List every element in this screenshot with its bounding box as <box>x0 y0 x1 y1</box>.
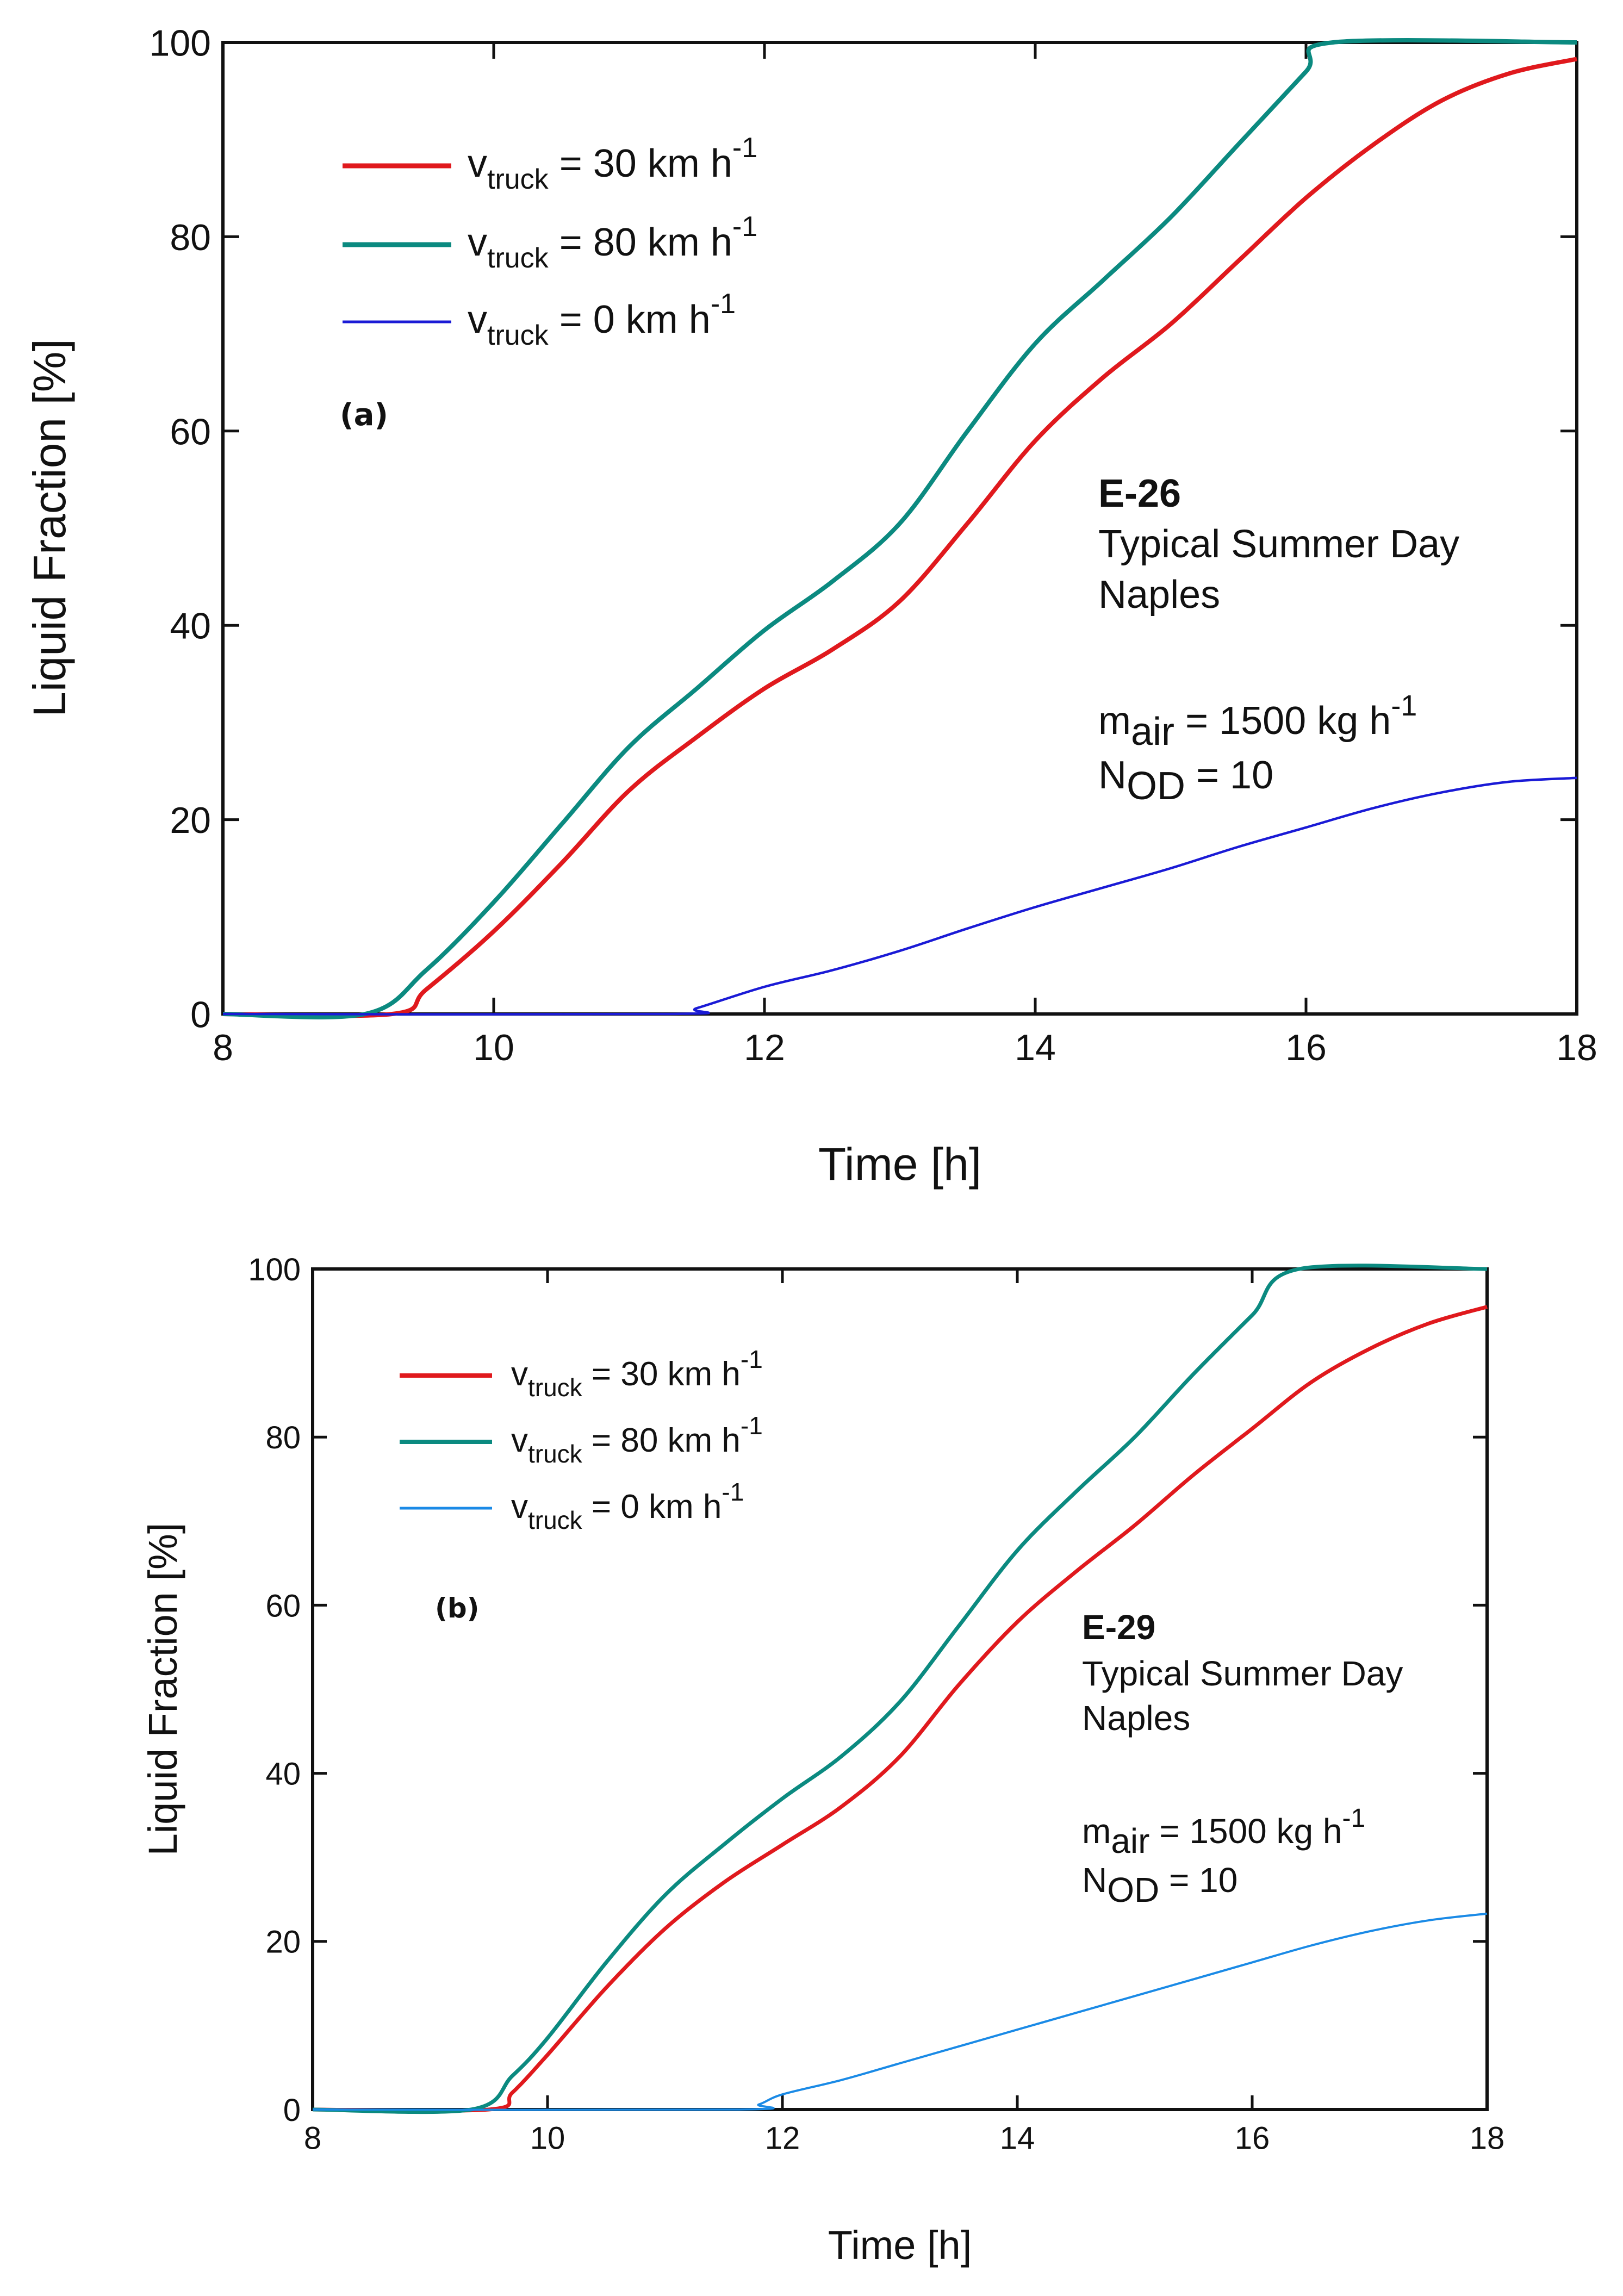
annotation-model: E-26 <box>1098 472 1181 515</box>
legend-entry-series-3: vtruck = 0 km h-1 <box>511 1478 744 1534</box>
x-tick-label: 14 <box>1000 2121 1035 2156</box>
annotation-nod: NOD = 10 <box>1098 754 1273 808</box>
x-tick-label: 8 <box>213 1027 233 1068</box>
legend: vtruck = 30 km h-1 vtruck = 80 km h-1 vt… <box>400 1345 763 1534</box>
plot-frame <box>221 41 1578 1016</box>
legend: vtruck = 30 km h-1 vtruck = 80 km h-1 vt… <box>343 132 757 351</box>
x-tick-label: 12 <box>744 1027 785 1068</box>
y-tick-label: 60 <box>265 1588 301 1623</box>
annotation-nod: NOD = 10 <box>1082 1861 1238 1909</box>
y-tick-label: 20 <box>170 800 211 841</box>
x-tick-label: 18 <box>1556 1027 1597 1068</box>
y-tick-label: 80 <box>265 1420 301 1455</box>
series-line-1 <box>312 1305 1488 2113</box>
y-tick-label: 60 <box>170 411 211 452</box>
annotation-location: Naples <box>1082 1698 1190 1738</box>
y-tick-label: 0 <box>283 2093 301 2128</box>
annotation-condition: Typical Summer Day <box>1098 522 1459 566</box>
x-axis-label: Time [h] <box>828 2223 972 2268</box>
annotation-mass-flow: mair = 1500 kg h-1 <box>1082 1804 1365 1861</box>
annotation-block: E-26 Typical Summer Day Naples mair = 15… <box>1098 472 1459 808</box>
series-line-2 <box>312 1264 1488 2114</box>
y-tick-label: 0 <box>190 994 211 1035</box>
annotation-mass-flow: mair = 1500 kg h-1 <box>1098 689 1417 754</box>
annotation-model: E-29 <box>1082 1608 1155 1647</box>
x-tick-label: 14 <box>1015 1027 1056 1068</box>
x-axis-label: Time [h] <box>818 1138 981 1190</box>
series-lines <box>312 1264 1488 2114</box>
y-axis-ticks: 0 20 40 60 80 100 <box>248 1252 1487 2128</box>
x-axis-ticks: 8 10 12 14 16 18 <box>213 42 1597 1068</box>
legend-entry-series-3: vtruck = 0 km h-1 <box>468 288 736 351</box>
y-axis-label: Liquid Fraction [%] <box>24 339 75 717</box>
chart-panel-a: 8 10 12 14 16 18 0 20 40 60 80 100 Time [h] Liquid… <box>24 22 1597 1190</box>
y-tick-label: 20 <box>265 1925 301 1960</box>
series-lines <box>222 38 1577 1019</box>
x-tick-label: 10 <box>473 1027 514 1068</box>
x-tick-label: 16 <box>1235 2121 1270 2156</box>
series-line-3 <box>312 1912 1488 2111</box>
x-tick-label: 10 <box>530 2121 565 2156</box>
series-line-1 <box>222 57 1577 1018</box>
series-line-2 <box>222 38 1577 1019</box>
x-tick-label: 12 <box>765 2121 800 2156</box>
legend-entry-series-2: vtruck = 80 km h-1 <box>468 211 757 274</box>
x-tick-label: 18 <box>1470 2121 1505 2156</box>
annotation-block: E-29 Typical Summer Day Naples mair = 15… <box>1082 1608 1403 1909</box>
legend-entry-series-1: vtruck = 30 km h-1 <box>468 132 757 195</box>
panel-label: (a) <box>340 397 388 433</box>
y-tick-label: 100 <box>248 1252 301 1287</box>
legend-entry-series-1: vtruck = 30 km h-1 <box>511 1345 763 1402</box>
x-tick-label: 16 <box>1285 1027 1327 1068</box>
panel-label: (b) <box>435 1592 480 1624</box>
y-axis-ticks: 0 20 40 60 80 100 <box>150 22 1577 1035</box>
annotation-location: Naples <box>1098 573 1220 617</box>
chart-panel-b: 8 10 12 14 16 18 0 20 40 60 80 100 Time [h] Liquid… <box>140 1252 1504 2268</box>
x-axis-ticks: 8 10 12 14 16 18 <box>304 1269 1504 2156</box>
annotation-condition: Typical Summer Day <box>1082 1654 1403 1693</box>
y-tick-label: 80 <box>170 217 211 258</box>
plot-frame <box>311 1267 1489 2111</box>
y-tick-label: 40 <box>170 606 211 647</box>
y-axis-label: Liquid Fraction [%] <box>140 1523 185 1856</box>
x-tick-label: 8 <box>304 2121 321 2156</box>
y-tick-label: 100 <box>150 22 211 64</box>
series-line-3 <box>222 776 1577 1016</box>
legend-entry-series-2: vtruck = 80 km h-1 <box>511 1411 763 1468</box>
y-tick-label: 40 <box>265 1756 301 1791</box>
